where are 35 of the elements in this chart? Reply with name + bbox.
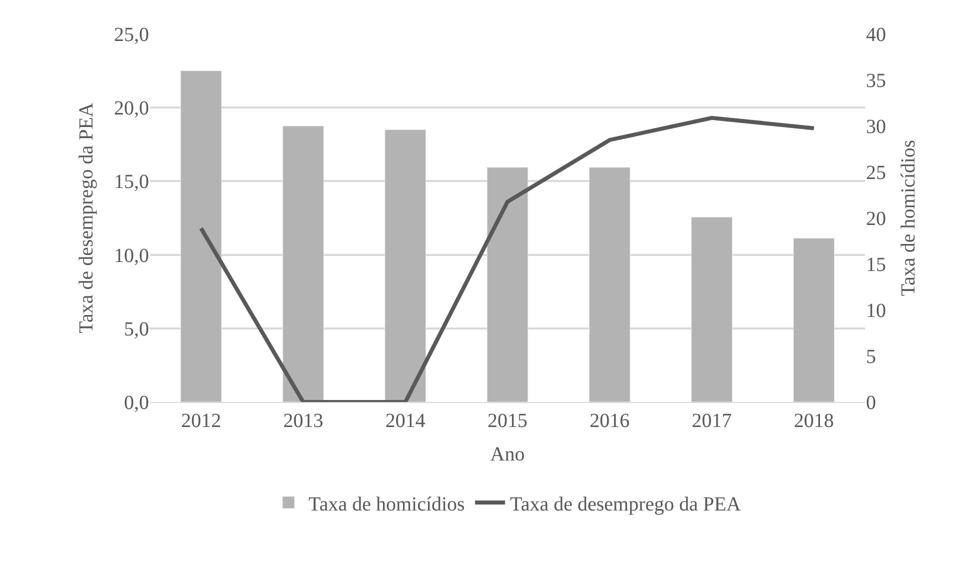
legend-label: Taxa de homicídios [308,493,466,516]
x-tick-label: 2017 [692,410,732,432]
bar [691,216,732,402]
y2-tick-label: 40 [866,24,886,46]
y2-tick-label: 0 [866,392,876,414]
bar [588,167,630,402]
y-tick-label: 5,0 [124,318,149,340]
bar [384,129,426,402]
x-tick-label: 2018 [794,410,834,432]
y2-tick-label: 10 [866,300,886,322]
y2-tick-label: 25 [866,162,886,184]
bar [486,167,528,402]
x-tick-label: 2013 [283,410,324,432]
y-axis-title: Taxa de desemprego da PEA [76,102,98,334]
y2-tick-label: 20 [866,208,886,230]
line-series [199,116,816,402]
x-tick-label: 2015 [488,410,528,432]
y-tick-label: 25,0 [114,24,149,46]
bar [180,70,222,402]
legend-label: Taxa de desemprego da PEA [510,493,742,516]
x-tick-label: 2016 [590,410,630,432]
y2-tick-label: 30 [866,116,886,138]
bar [282,126,324,402]
x-axis-title: Ano [490,444,525,466]
x-tick-label: 2014 [385,410,426,432]
y-tick-label: 10,0 [114,244,149,267]
y-tick-label: 15,0 [114,171,149,194]
bar [793,238,835,402]
y2-tick-label: 35 [866,70,886,92]
y-tick-label: 20,0 [114,98,149,120]
x-tick-label: 2012 [181,410,222,432]
y2-tick-label: 5 [866,346,876,368]
y2-tick-label: 15 [866,254,886,276]
y2-axis-title: Taxa de homicídios [898,140,920,296]
y-tick-label: 0,0 [124,392,149,414]
